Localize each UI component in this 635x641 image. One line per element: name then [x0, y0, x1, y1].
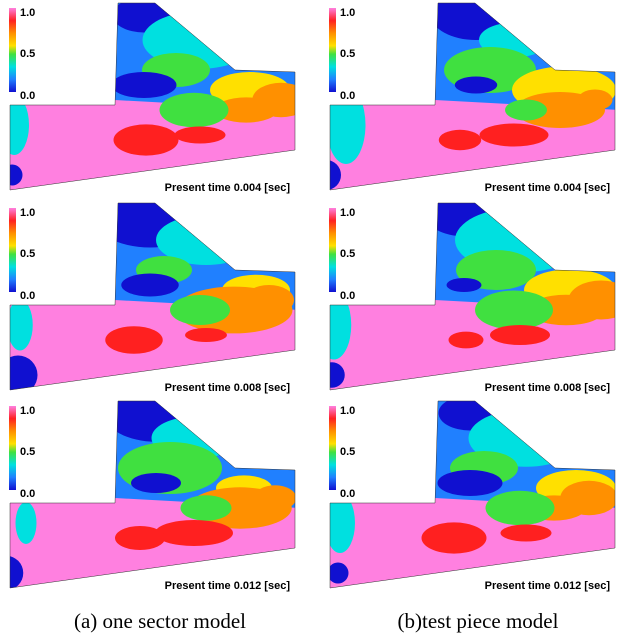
contour-field — [330, 401, 615, 588]
contour-blob — [475, 290, 553, 330]
panel: 1.0 0.5 0.0 Present time 0.012 [sec] — [329, 400, 616, 592]
contour-field — [330, 3, 615, 190]
contour-blob — [577, 89, 613, 111]
domain-outline — [9, 2, 296, 191]
time-label: Present time 0.012 [sec] — [165, 580, 291, 592]
contour-blob — [252, 82, 295, 118]
contour-blob — [10, 95, 29, 155]
colorbar-label: 0.5 — [20, 446, 35, 458]
contour-blob — [421, 522, 487, 554]
contour-blob — [330, 290, 352, 360]
colorbar — [9, 406, 16, 490]
contour-blob — [479, 123, 549, 147]
contour-blob — [10, 299, 33, 351]
colorbar — [329, 8, 336, 92]
contour-blob — [10, 164, 23, 186]
contour-blob — [131, 473, 181, 493]
colorbar-label: 1.0 — [20, 207, 35, 219]
contour-blob — [113, 124, 179, 156]
contour-blob — [330, 493, 355, 553]
contour-blob — [253, 485, 295, 511]
colorbar-label: 0.5 — [20, 48, 35, 60]
contour-blob — [330, 86, 366, 164]
colorbar-label: 0.0 — [20, 290, 35, 302]
contour-field — [330, 203, 615, 390]
contour-blob — [174, 126, 226, 144]
contour-blob — [330, 160, 341, 190]
colorbar-label: 0.0 — [20, 90, 35, 102]
contour-blob — [180, 495, 232, 521]
contour-blob — [446, 278, 482, 292]
domain-outline — [9, 202, 296, 391]
contour-blob — [454, 76, 498, 94]
colorbar-label: 0.0 — [340, 488, 355, 500]
domain-outline — [329, 202, 616, 391]
time-label: Present time 0.008 [sec] — [485, 382, 611, 394]
panel: 1.0 0.5 0.0 Present time 0.004 [sec] — [9, 2, 296, 194]
contour-blob — [244, 285, 294, 315]
panel: 1.0 0.5 0.0 Present time 0.008 [sec] — [9, 202, 296, 394]
contour-field — [10, 401, 295, 588]
colorbar — [9, 8, 16, 92]
contour-blob — [155, 520, 233, 546]
contour-blob — [500, 524, 552, 542]
panel: 1.0 0.5 0.0 Present time 0.012 [sec] — [9, 400, 296, 592]
domain-outline — [329, 400, 616, 589]
contour-blob — [121, 273, 179, 297]
colorbar-label: 1.0 — [340, 207, 355, 219]
contour-blob — [437, 470, 503, 496]
domain-outline — [9, 400, 296, 589]
contour-blob — [505, 99, 547, 121]
time-label: Present time 0.008 [sec] — [165, 382, 291, 394]
contour-blob — [330, 362, 345, 388]
domain-outline — [329, 2, 616, 191]
caption: (b)test piece model — [398, 609, 559, 633]
colorbar-label: 1.0 — [340, 405, 355, 417]
contour-field — [10, 203, 295, 390]
contour-blob — [111, 72, 177, 98]
contour-blob — [490, 325, 550, 345]
contour-blob — [438, 129, 482, 151]
colorbar — [329, 208, 336, 292]
contour-blob — [485, 490, 555, 526]
colorbar-label: 1.0 — [340, 7, 355, 19]
contour-blob — [448, 331, 484, 349]
colorbar-label: 0.5 — [340, 446, 355, 458]
contour-blob — [185, 328, 227, 342]
panel: 1.0 0.5 0.0 Present time 0.004 [sec] — [329, 2, 616, 194]
colorbar-label: 0.5 — [340, 48, 355, 60]
colorbar-label: 1.0 — [20, 405, 35, 417]
colorbar — [9, 208, 16, 292]
colorbar-label: 0.5 — [340, 248, 355, 260]
contour-blob — [159, 92, 229, 128]
contour-blob — [115, 526, 165, 550]
colorbar — [329, 406, 336, 490]
contour-blob — [10, 555, 24, 588]
caption: (a) one sector model — [74, 609, 246, 633]
colorbar-label: 0.5 — [20, 248, 35, 260]
contour-blob — [105, 326, 163, 354]
contour-blob — [330, 562, 349, 584]
time-label: Present time 0.004 [sec] — [165, 182, 291, 194]
contour-blob — [10, 355, 38, 390]
time-label: Present time 0.012 [sec] — [485, 580, 611, 592]
colorbar-label: 0.0 — [340, 90, 355, 102]
colorbar-label: 0.0 — [20, 488, 35, 500]
contour-field — [10, 3, 295, 190]
panel: 1.0 0.5 0.0 Present time 0.008 [sec] — [329, 202, 616, 394]
colorbar-label: 0.0 — [340, 290, 355, 302]
colorbar-label: 1.0 — [20, 7, 35, 19]
contour-blob — [560, 480, 615, 516]
contour-blob — [15, 502, 37, 544]
contour-blob — [170, 295, 230, 325]
time-label: Present time 0.004 [sec] — [485, 182, 611, 194]
contour-blob — [568, 280, 615, 320]
